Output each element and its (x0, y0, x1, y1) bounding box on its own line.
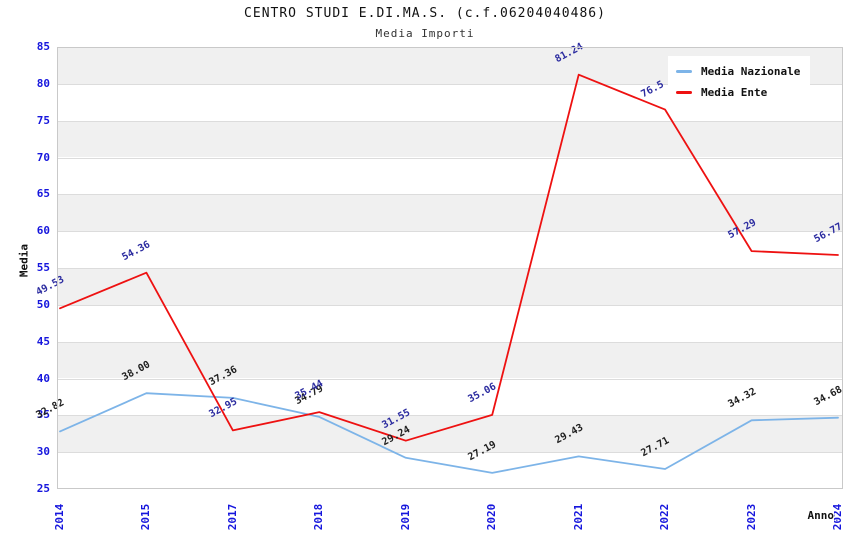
x-tick-label: 2019 (398, 503, 412, 531)
y-tick-label: 50 (36, 297, 50, 311)
gridline (57, 157, 843, 159)
plot-band (57, 194, 843, 232)
gridline (57, 341, 843, 343)
plot-band (57, 304, 843, 342)
plot-band (57, 452, 843, 489)
y-tick-label: 25 (36, 482, 50, 495)
gridline (57, 304, 843, 306)
plot-band (57, 120, 843, 158)
plot-band (57, 415, 843, 453)
x-axis-title: Anno (792, 509, 834, 522)
gridline (57, 120, 843, 122)
x-tick-label: 2021 (571, 503, 585, 531)
y-tick-label: 60 (36, 224, 50, 238)
plot-band (57, 268, 843, 305)
y-tick-label: 40 (36, 371, 50, 385)
gridline (57, 268, 843, 269)
series-lines (59, 73, 839, 474)
y-tick-label: 70 (36, 150, 50, 164)
gridline (57, 452, 843, 454)
gridline (57, 83, 843, 85)
y-tick-label: 30 (36, 445, 50, 459)
legend-label: Media Ente (701, 86, 768, 99)
chart-subtitle: Media Importi (375, 27, 475, 40)
x-tick-label: 2022 (658, 503, 672, 531)
gridline (57, 415, 843, 417)
x-tick-label: 2023 (744, 503, 758, 531)
y-tick-label: 85 (36, 40, 50, 53)
series-line-media-nazionale (59, 392, 839, 474)
gridline (57, 194, 843, 196)
nazionale-line-swatch-icon (676, 70, 692, 73)
series-line-media-ente (59, 73, 839, 442)
plot-band (57, 231, 843, 268)
plot-band (57, 378, 843, 416)
x-tick-label: 2018 (312, 503, 326, 531)
x-tick-label: 2015 (139, 503, 153, 531)
y-tick-label: 80 (36, 76, 50, 90)
y-tick-label: 65 (36, 187, 50, 201)
legend-label: Media Nazionale (701, 65, 801, 78)
x-tick-label: 2017 (225, 503, 239, 531)
x-tick-label: 2020 (485, 503, 499, 531)
gridline (57, 378, 843, 380)
plot-area: 32.82 38.00 37.36 34.79 29.24 27.19 29.43 27.71… (34, 41, 844, 489)
legend-item-media-ente[interactable]: Media Ente (676, 82, 800, 103)
gridline (57, 231, 843, 233)
legend: Media Nazionale Media Ente (668, 56, 811, 108)
y-tick-label: 75 (36, 113, 50, 127)
y-tick-label: 45 (36, 334, 50, 348)
chart-title: CENTRO STUDI E.DI.MA.S. (c.f.06204040486… (244, 6, 606, 21)
ente-line-swatch-icon (676, 91, 692, 94)
x-tick-label: 2014 (53, 503, 66, 531)
legend-item-media-nazionale[interactable]: Media Nazionale (676, 61, 800, 82)
plot-band (57, 157, 843, 195)
y-tick-label: 55 (36, 261, 50, 274)
y-tick-label: 35 (36, 408, 50, 422)
